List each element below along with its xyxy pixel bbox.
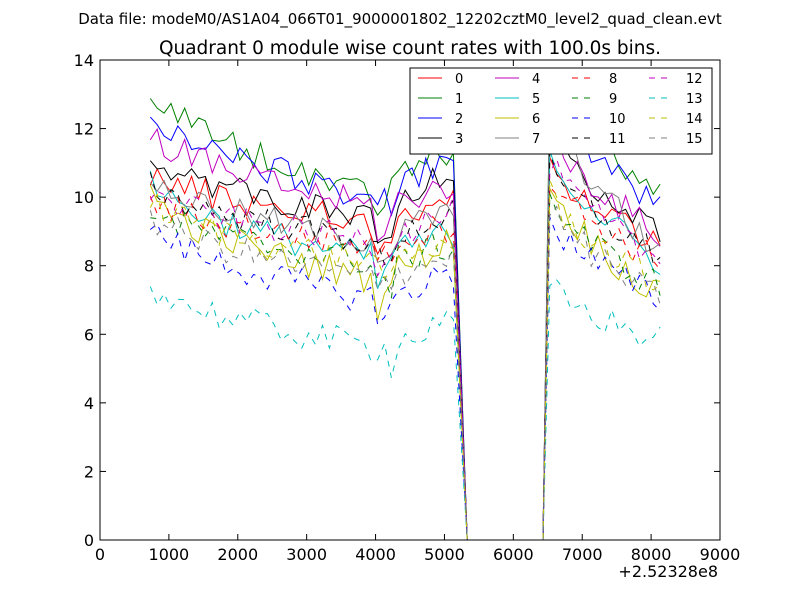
series-line-15 (149, 205, 661, 540)
legend-label-8: 8 (609, 72, 617, 87)
y-tick-label: 4 (84, 394, 94, 413)
x-offset-label: +2.52328e8 (618, 562, 718, 581)
legend-label-2: 2 (455, 112, 463, 127)
legend-label-3: 3 (455, 132, 463, 147)
plot-frame (99, 59, 721, 541)
x-tick-label: 1000 (149, 545, 190, 564)
y-tick-label: 2 (84, 462, 94, 481)
series-layer (149, 82, 661, 540)
chart-title: Quadrant 0 module wise count rates with … (159, 38, 661, 59)
x-tick-label: 6000 (493, 545, 534, 564)
legend-label-11: 11 (609, 132, 626, 147)
series-line-9 (150, 193, 661, 540)
x-tick-label: 0 (95, 545, 105, 564)
x-tick-label: 5000 (424, 545, 465, 564)
axis-layer: 0 1000 2000 3000 4000 5000 6000 7000 8000 9000 0 2 4… (74, 51, 741, 564)
legend-label-5: 5 (532, 92, 540, 107)
suptitle: Data file: modeM0/AS1A04_066T01_90000018… (78, 10, 722, 29)
series-line-0 (149, 157, 661, 540)
x-tick-label: 2000 (217, 545, 258, 564)
y-tick-label: 0 (84, 531, 94, 550)
series-line-4 (149, 116, 661, 540)
legend-label-15: 15 (686, 132, 703, 147)
x-tick-label: 4000 (355, 545, 396, 564)
legend-label-4: 4 (532, 72, 540, 87)
legend-label-9: 9 (609, 92, 617, 107)
legend-label-13: 13 (686, 92, 703, 107)
y-tick-label: 12 (74, 120, 94, 139)
legend-label-0: 0 (455, 72, 463, 87)
series-line-10 (149, 216, 661, 540)
series-line-6 (149, 184, 661, 540)
legend-label-12: 12 (686, 72, 703, 87)
legend-label-6: 6 (532, 112, 540, 127)
y-tick-label: 6 (84, 325, 94, 344)
legend-label-10: 10 (609, 112, 626, 127)
legend-label-1: 1 (455, 92, 463, 107)
y-tick-label: 8 (84, 257, 94, 276)
series-line-8 (149, 185, 661, 540)
series-line-13 (149, 279, 661, 540)
series-line-11 (149, 152, 661, 540)
y-tick-label: 14 (74, 51, 94, 70)
x-tick-label: 7000 (562, 545, 603, 564)
series-line-5 (149, 150, 661, 540)
legend-label-7: 7 (532, 132, 540, 147)
series-line-12 (149, 157, 661, 540)
x-tick-label: 3000 (286, 545, 327, 564)
y-tick-label: 10 (74, 188, 94, 207)
x-tick-label: 8000 (631, 545, 672, 564)
x-tick-label: 9000 (700, 545, 741, 564)
legend-frame (409, 67, 713, 155)
legend-label-14: 14 (686, 112, 703, 127)
series-line-14 (149, 179, 661, 540)
